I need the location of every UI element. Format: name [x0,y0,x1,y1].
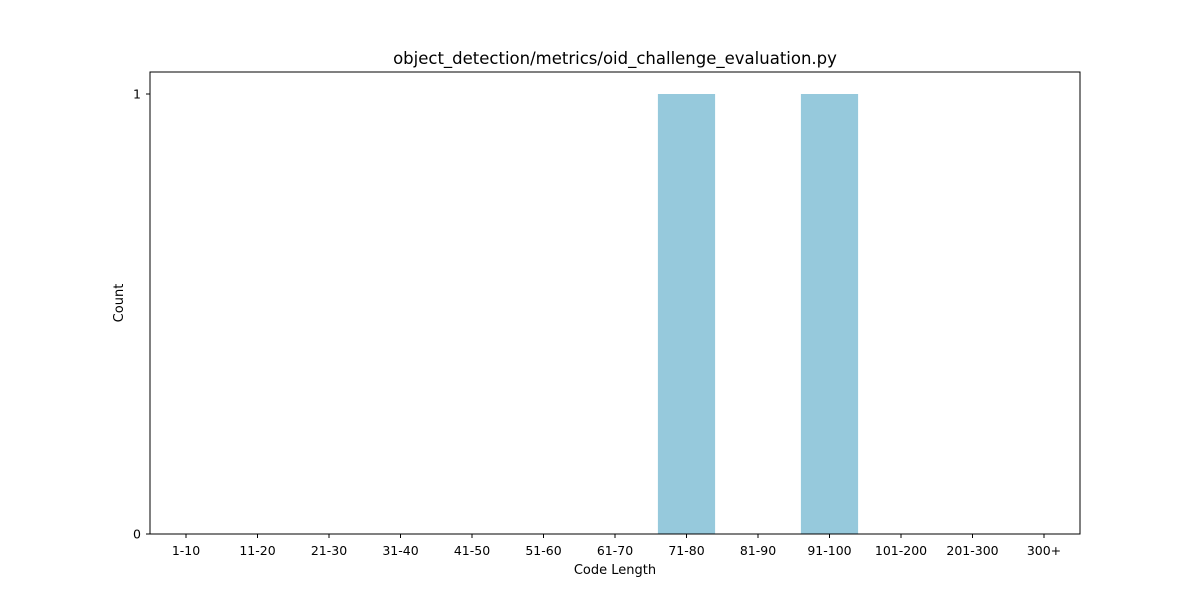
x-axis-label: Code Length [574,563,656,578]
x-tick-label: 101-200 [875,543,927,558]
x-tick-label: 300+ [1027,543,1061,558]
plot-area-frame [149,71,1081,535]
x-axis-ticks: 1-10 11-20 21-30 31-40 41-50 51-60 61-70 71-80 8… [172,534,1061,558]
x-tick-label: 71-80 [668,543,704,558]
y-tick-label: 0 [133,527,141,542]
x-tick-label: 41-50 [454,543,490,558]
x-tick-label: 31-40 [382,543,418,558]
x-tick-label: 81-90 [740,543,776,558]
x-tick-label: 51-60 [525,543,561,558]
bar-71-80 [657,94,716,534]
bars-group [657,94,859,534]
x-tick-label: 61-70 [597,543,633,558]
x-tick-label: 21-30 [311,543,347,558]
x-tick-label: 91-100 [807,543,851,558]
x-tick-label: 201-300 [946,543,998,558]
bar-91-100 [800,94,859,534]
x-tick-label: 1-10 [172,543,200,558]
y-tick-label: 1 [133,87,141,102]
y-axis-ticks: 01 [133,87,150,542]
chart-title: object_detection/metrics/oid_challenge_e… [393,49,837,69]
x-tick-label: 11-20 [239,543,275,558]
y-axis-label: Count [112,284,127,323]
